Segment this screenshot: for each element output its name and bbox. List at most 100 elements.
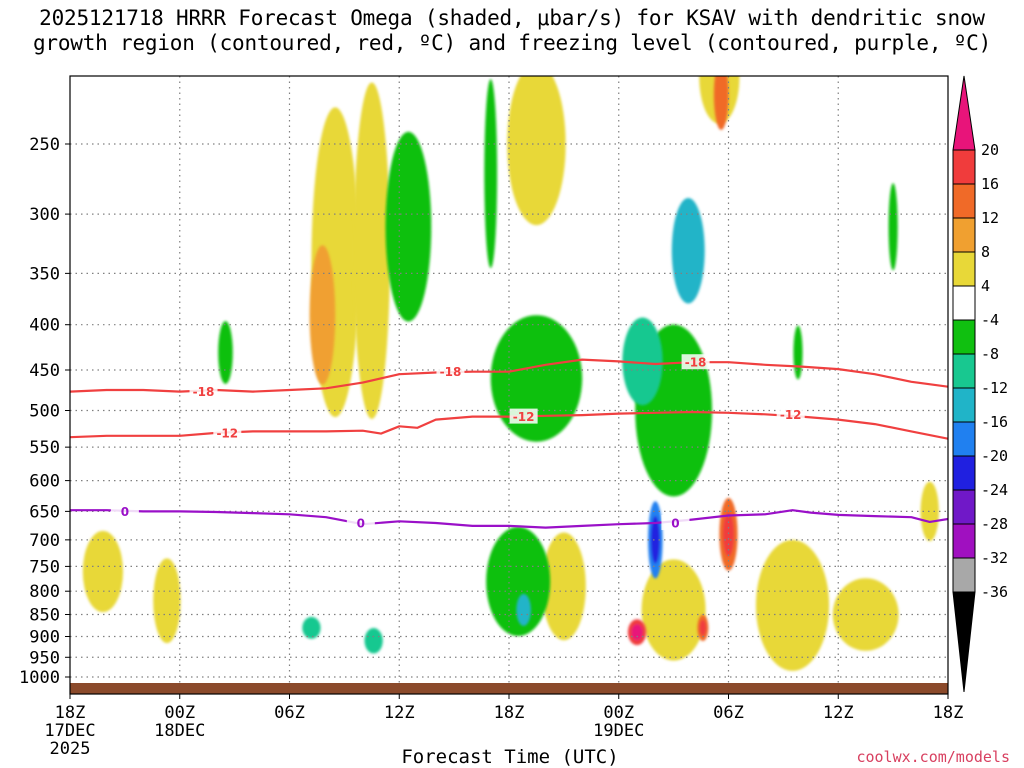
y-tick-label: 650 (29, 502, 60, 522)
omega-region (309, 245, 336, 385)
colorbar-bin (952, 353, 976, 389)
colorbar-label: -12 (981, 379, 1008, 397)
contour-label-bg (681, 354, 710, 370)
chart-title: 2025121718 HRRR Forecast Omega (shaded, … (0, 6, 1024, 56)
x-tick-label: 00Z (164, 703, 195, 723)
omega-cell (516, 593, 531, 626)
omega-region (755, 539, 830, 671)
y-tick-label: 1000 (19, 668, 60, 688)
omega-cell (82, 530, 124, 613)
omega-cell (541, 532, 586, 641)
colorbar-bin (952, 421, 976, 457)
contour-label-bg (436, 363, 465, 379)
x-tick-year: 2025 (50, 739, 91, 759)
contour-label-bg (346, 515, 375, 531)
contour-line (70, 509, 948, 529)
ground-terrain (70, 683, 948, 694)
y-axis: 2503003504004505005506006507007508008509… (19, 135, 70, 688)
omega-region (920, 481, 939, 542)
colorbar-label: -16 (981, 413, 1008, 431)
omega-region (218, 321, 233, 384)
title-line-2: growth region (contoured, red, ºC) and f… (32, 31, 992, 55)
grid-lines (70, 76, 948, 694)
omega-cell (641, 559, 706, 661)
colorbar-bin (952, 455, 976, 491)
colorbar-label: -24 (981, 481, 1008, 499)
contour-label: -18 (193, 385, 215, 399)
contour-label: 0 (357, 517, 365, 531)
colorbar-bin (952, 557, 976, 593)
contour-label: -12 (780, 408, 802, 422)
colorbar-bin (952, 523, 976, 559)
omega-cell (486, 526, 551, 637)
omega-cell (353, 82, 391, 420)
y-tick-label: 550 (29, 438, 60, 458)
omega-region (541, 532, 586, 641)
y-tick-label: 750 (29, 557, 60, 577)
colorbar-bin (952, 217, 976, 253)
omega-cell (507, 76, 566, 226)
omega-cell (631, 624, 643, 641)
y-tick-label: 300 (29, 205, 60, 225)
x-tick-date: 17DEC (44, 721, 95, 741)
omega-region (484, 79, 498, 269)
colorbar-label: 8 (981, 243, 990, 261)
omega-cell (622, 317, 663, 406)
omega-cell (793, 325, 803, 380)
omega-region (627, 619, 647, 646)
colorbar-label: 20 (981, 141, 999, 159)
contour-label: -12 (216, 426, 238, 440)
y-tick-label: 950 (29, 648, 60, 668)
y-tick-label: 900 (29, 627, 60, 647)
colorbar-bin (952, 387, 976, 423)
colorbar-label: 4 (981, 277, 990, 295)
colorbar-label: -32 (981, 549, 1008, 567)
omega-cell (755, 539, 830, 671)
y-tick-label: 600 (29, 472, 60, 492)
y-tick-label: 700 (29, 531, 60, 551)
colorbar-bin (952, 319, 976, 355)
omega-cell (832, 578, 899, 651)
omega-cell (920, 481, 939, 542)
omega-cell (153, 558, 181, 644)
omega-region (302, 616, 321, 639)
contour-label: -18 (440, 365, 462, 379)
omega-cell (364, 628, 383, 654)
contour-lines: -18 -18 -18 -12 -12 -12 0 0 0 (70, 354, 948, 531)
ground-strip (70, 683, 948, 694)
omega-region (486, 526, 551, 637)
omega-cell (484, 79, 498, 269)
omega-region (793, 325, 803, 380)
omega-region (622, 317, 663, 406)
omega-region (153, 558, 181, 644)
source-watermark: coolwx.com/models (856, 748, 1010, 766)
omega-region (516, 593, 531, 626)
x-tick-date: 18DEC (154, 721, 205, 741)
omega-region (82, 530, 124, 613)
contour-label-bg (110, 503, 139, 519)
x-tick-label: 18Z (55, 703, 86, 723)
contour-label: -18 (685, 356, 707, 370)
contour-label: 0 (121, 505, 129, 519)
colorbar-label: -36 (981, 583, 1008, 601)
omega-cell (699, 619, 707, 636)
omega-region (364, 628, 383, 654)
y-tick-label: 500 (29, 402, 60, 422)
contour-label-bg (661, 515, 690, 531)
y-tick-label: 350 (29, 264, 60, 284)
x-axis-title: Forecast Time (UTC) (401, 746, 619, 768)
contour-label-bg (213, 424, 242, 440)
omega-cell (309, 245, 336, 385)
omega-cell (218, 321, 233, 384)
omega-cell (888, 183, 898, 271)
x-tick-label: 12Z (384, 703, 415, 723)
y-tick-label: 850 (29, 606, 60, 626)
omega-cell (302, 616, 321, 639)
x-tick-label: 18Z (933, 703, 964, 723)
colorbar-bin (952, 75, 976, 151)
colorbar-bin (952, 251, 976, 287)
colorbar-bin (952, 285, 976, 321)
y-tick-label: 400 (29, 316, 60, 336)
omega-region (713, 76, 729, 130)
omega-region (671, 197, 705, 304)
